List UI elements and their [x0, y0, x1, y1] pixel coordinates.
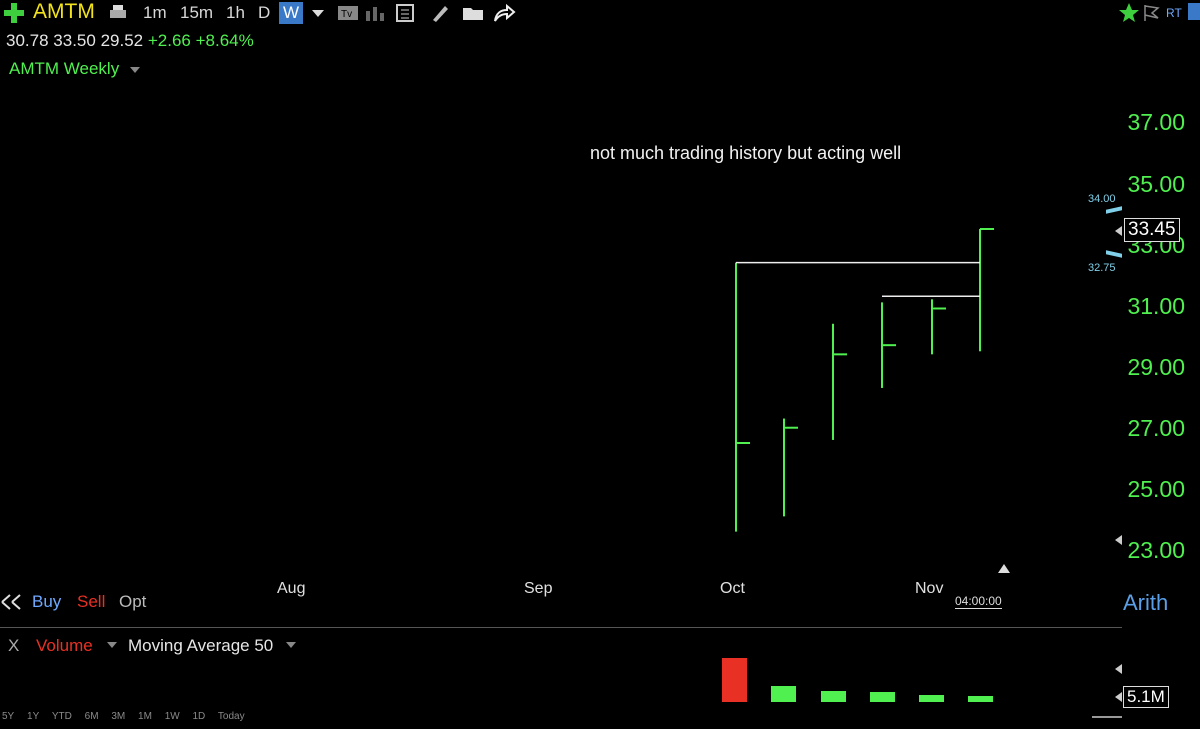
volume-chart[interactable] [0, 650, 1080, 705]
pane-divider[interactable] [0, 627, 1122, 628]
volume-bar [771, 686, 796, 702]
range-1w[interactable]: 1W [164, 711, 180, 722]
last-price-box: 33.45 [1124, 218, 1180, 242]
last-volume-box: 5.1M [1123, 686, 1169, 708]
tab-15m[interactable]: 15m [180, 3, 214, 22]
price-label: 27.00 [1127, 415, 1185, 441]
s-badge-icon[interactable] [1188, 3, 1200, 20]
folder-icon[interactable] [462, 5, 484, 26]
change-value: +2.66 [147, 31, 191, 50]
scale-mode-button[interactable]: Arith [1123, 590, 1169, 615]
tab-w[interactable]: W [279, 2, 304, 24]
sell-button[interactable]: Sell [77, 592, 106, 611]
month-label: Aug [277, 580, 306, 597]
bar-chart-icon[interactable] [365, 5, 387, 26]
chevron-down-icon [129, 66, 140, 73]
price-label: 35.00 [1127, 171, 1185, 197]
price-label: 25.00 [1127, 476, 1185, 502]
range-ytd[interactable]: YTD [51, 711, 72, 722]
range-6m[interactable]: 6M [84, 711, 99, 722]
month-label: Sep [524, 580, 553, 597]
price-label: 31.00 [1127, 293, 1185, 319]
pencil-icon[interactable] [430, 4, 450, 27]
range-selector: 5Y 1Y YTD 6M 3M 1M 1W 1D Today [2, 711, 255, 722]
range-5y[interactable]: 5Y [2, 711, 15, 722]
tab-1m[interactable]: 1m [143, 3, 167, 22]
tab-d[interactable]: D [258, 3, 271, 22]
price-chart[interactable] [0, 90, 1080, 570]
plus-icon[interactable] [4, 3, 24, 23]
share-icon[interactable] [492, 3, 516, 28]
price-label: 37.00 [1127, 109, 1185, 135]
chevron-down-icon[interactable] [286, 642, 296, 648]
volume-bar [919, 695, 944, 702]
bottom-price-pointer [1115, 535, 1122, 545]
volume-last-pointer [1115, 692, 1122, 702]
buy-button[interactable]: Buy [32, 592, 62, 611]
month-label: Oct [720, 580, 745, 597]
lower-marker-flag [1106, 250, 1122, 258]
volume-bar [968, 696, 993, 702]
volume-bar [870, 692, 895, 702]
volume-bar [821, 691, 846, 702]
flag-icon[interactable] [1143, 4, 1161, 27]
range-1y[interactable]: 1Y [27, 711, 40, 722]
chevron-down-icon[interactable] [312, 10, 324, 17]
symbol-input[interactable]: AMTM [33, 0, 95, 23]
price-label: 29.00 [1127, 354, 1185, 380]
rt-label: RT [1166, 6, 1182, 20]
chart-annotation[interactable]: not much trading history but acting well [590, 143, 902, 163]
range-3m[interactable]: 3M [111, 711, 126, 722]
printer-icon[interactable] [108, 5, 128, 26]
volume-pointer [1115, 664, 1122, 674]
range-1m[interactable]: 1M [138, 711, 152, 722]
tab-1h[interactable]: 1h [226, 3, 245, 22]
tv-icon[interactable]: Tv [338, 5, 360, 26]
chart-title-dropdown[interactable]: AMTM Weekly [9, 59, 140, 79]
study-name[interactable]: Moving Average 50 [128, 636, 274, 655]
lower-price-marker: 32.75 [1088, 262, 1116, 274]
close-indicator-button[interactable]: X [8, 636, 20, 655]
scroll-up-icon[interactable] [998, 564, 1010, 573]
volume-bar [722, 658, 747, 702]
chevron-down-icon[interactable] [107, 642, 117, 648]
collapse-arrows-icon[interactable] [0, 592, 22, 617]
month-label: Nov [915, 580, 944, 597]
svg-text:Tv: Tv [341, 9, 352, 20]
change-pct-value: +8.64% [195, 31, 254, 50]
range-today[interactable]: Today [217, 711, 245, 722]
chart-title: AMTM Weekly [9, 59, 120, 78]
star-icon[interactable] [1119, 3, 1139, 27]
upper-marker-flag [1106, 206, 1122, 214]
high-value: 33.50 [53, 31, 96, 50]
open-value: 30.78 [6, 31, 49, 50]
options-button[interactable]: Opt [119, 592, 147, 611]
countdown-timer: 04:00:00 [955, 594, 1002, 609]
calculator-icon[interactable] [396, 4, 416, 27]
resize-handle[interactable] [1092, 716, 1122, 718]
upper-price-marker: 34.00 [1088, 193, 1116, 205]
range-1d[interactable]: 1D [192, 711, 206, 722]
low-value: 29.52 [100, 31, 144, 50]
last-price-pointer [1115, 226, 1122, 236]
indicator-name[interactable]: Volume [36, 636, 93, 655]
price-label: 23.00 [1127, 537, 1185, 563]
quote-line: 30.78 33.50 29.52 +2.66 +8.64% [6, 31, 254, 51]
